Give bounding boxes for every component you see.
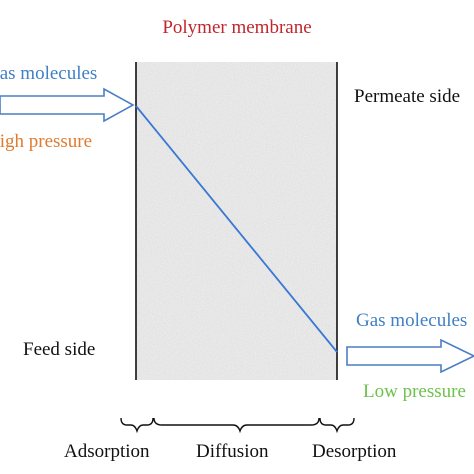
feed-side-label: Feed side <box>23 339 96 360</box>
stage-adsorption-label: Adsorption <box>64 441 150 462</box>
diffusion-brace <box>153 417 320 434</box>
stage-desorption-label: Desorption <box>312 441 397 462</box>
membrane-title: Polymer membrane <box>162 17 312 38</box>
permeate-low-pressure-label: Low pressure <box>363 381 466 402</box>
feed-gas-molecules-label: Gas molecules <box>0 63 98 84</box>
stage-diffusion-label: Diffusion <box>196 441 269 462</box>
membrane-texture <box>136 62 337 380</box>
permeate-side-label: Permeate side <box>354 86 461 107</box>
permeate-arrow <box>346 338 474 374</box>
permeate-gas-molecules-label: Gas molecules <box>356 310 468 331</box>
adsorption-brace <box>120 417 154 434</box>
feed-high-pressure-label: High pressure <box>0 131 93 152</box>
feed-arrow <box>0 87 135 123</box>
desorption-brace <box>319 417 355 434</box>
concentration-gradient-line <box>135 105 338 353</box>
